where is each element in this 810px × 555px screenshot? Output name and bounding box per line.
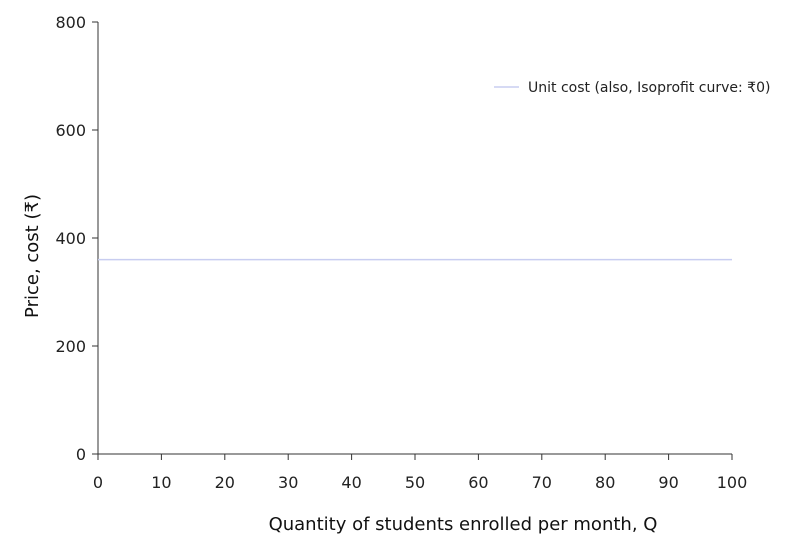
legend: Unit cost (also, Isoprofit curve: ₹0) — [494, 80, 770, 96]
x-tick-label: 30 — [278, 473, 298, 492]
legend-label-unit-cost: Unit cost (also, Isoprofit curve: ₹0) — [528, 80, 770, 96]
y-tick-label: 800 — [55, 13, 86, 32]
x-tick-label: 100 — [717, 473, 748, 492]
y-axis-ticks: 0 200 400 600 800 — [55, 13, 98, 464]
x-tick-label: 50 — [405, 473, 425, 492]
x-tick-label: 80 — [595, 473, 615, 492]
y-tick-label: 400 — [55, 229, 86, 248]
x-tick-label: 90 — [658, 473, 678, 492]
x-tick-label: 0 — [93, 473, 103, 492]
y-tick-label: 200 — [55, 337, 86, 356]
x-tick-label: 60 — [468, 473, 488, 492]
x-tick-label: 10 — [151, 473, 171, 492]
x-tick-label: 40 — [341, 473, 361, 492]
y-axis-title: Price, cost (₹) — [22, 194, 43, 318]
x-axis-ticks: 0 10 20 30 40 50 60 70 80 90 100 — [93, 454, 747, 492]
y-tick-label: 600 — [55, 121, 86, 140]
y-tick-label: 0 — [76, 445, 86, 464]
x-axis-title: Quantity of students enrolled per month,… — [269, 514, 658, 535]
x-tick-label: 70 — [532, 473, 552, 492]
x-tick-label: 20 — [215, 473, 235, 492]
